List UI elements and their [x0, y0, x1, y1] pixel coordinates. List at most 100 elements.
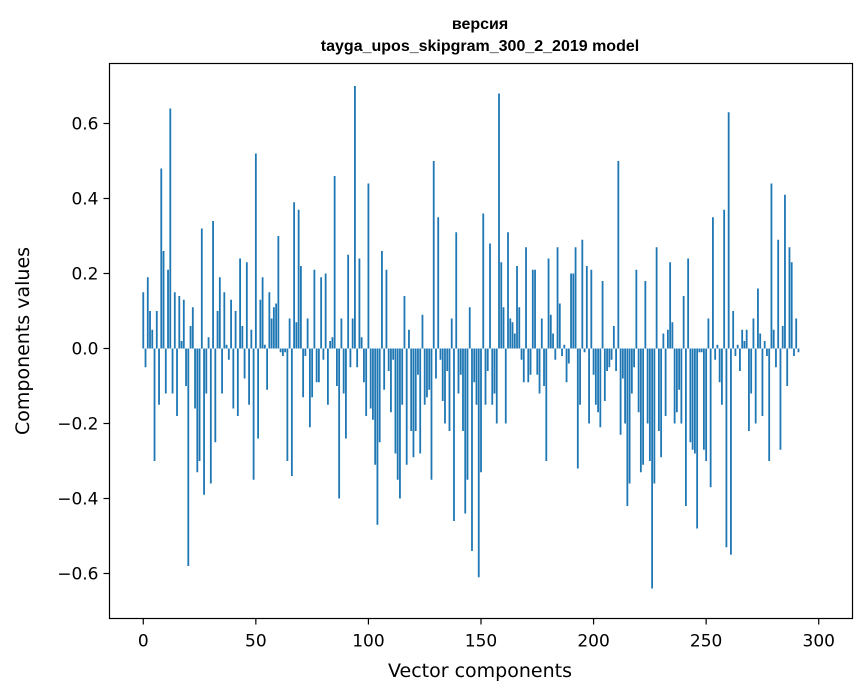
bar-206 — [606, 348, 608, 371]
bar-162 — [507, 232, 509, 349]
bar-52 — [259, 299, 262, 349]
bar-116 — [403, 296, 406, 349]
bar-232 — [664, 348, 667, 416]
bar-265 — [739, 348, 741, 371]
bar-149 — [477, 348, 480, 578]
bar-165 — [513, 333, 516, 349]
bar-251 — [707, 318, 710, 349]
bar-66 — [290, 348, 293, 476]
y-axis-label: Components values — [12, 247, 34, 435]
x-tick-label-50: 50 — [245, 632, 267, 652]
bar-7 — [158, 348, 160, 405]
bar-124 — [421, 314, 424, 349]
bar-119 — [410, 348, 413, 431]
bar-68 — [295, 322, 298, 349]
bar-151 — [482, 213, 485, 349]
bar-161 — [504, 348, 507, 424]
bar-14 — [173, 292, 176, 349]
y-tick-label-1: −0.4 — [57, 490, 98, 510]
bar-53 — [261, 277, 264, 349]
bar-154 — [489, 243, 491, 349]
bar-285 — [784, 194, 786, 349]
bar-143 — [464, 348, 467, 514]
bar-215 — [626, 348, 629, 506]
bar-2 — [146, 277, 149, 349]
bar-15 — [176, 348, 178, 416]
bar-147 — [473, 348, 476, 383]
bar-159 — [500, 262, 503, 349]
bar-283 — [779, 348, 782, 450]
bar-75 — [311, 348, 314, 398]
bar-157 — [495, 348, 498, 424]
bar-209 — [612, 326, 615, 349]
bar-217 — [630, 348, 633, 394]
bar-250 — [705, 348, 708, 461]
bar-291 — [797, 348, 800, 353]
bar-67 — [293, 202, 296, 349]
bars-group — [142, 86, 800, 589]
bar-38 — [227, 348, 230, 360]
bar-281 — [775, 348, 777, 368]
bar-47 — [248, 348, 250, 405]
bar-23 — [194, 348, 196, 409]
bar-145 — [468, 307, 471, 349]
bar-264 — [736, 344, 739, 349]
bar-70 — [299, 266, 302, 349]
bar-277 — [766, 348, 768, 356]
bar-253 — [712, 217, 714, 349]
bar-85 — [333, 176, 336, 349]
bar-272 — [754, 348, 757, 424]
bar-214 — [624, 348, 626, 424]
bar-138 — [453, 348, 455, 521]
bar-64 — [286, 348, 289, 461]
bar-231 — [662, 333, 665, 349]
bar-17 — [180, 341, 183, 349]
bar-185 — [558, 303, 561, 349]
bar-94 — [354, 86, 356, 349]
bar-10 — [164, 348, 167, 394]
bar-32 — [214, 348, 217, 443]
bar-46 — [245, 262, 248, 349]
bar-97 — [360, 337, 363, 349]
bar-243 — [689, 348, 692, 443]
bar-219 — [635, 269, 638, 349]
bar-233 — [666, 329, 669, 349]
bar-256 — [718, 348, 721, 383]
bar-63 — [284, 348, 287, 353]
bar-146 — [471, 348, 473, 551]
bar-193 — [576, 348, 579, 469]
bar-278 — [768, 348, 771, 461]
bar-197 — [585, 266, 588, 349]
bar-115 — [401, 348, 404, 405]
bar-239 — [680, 348, 683, 424]
bar-91 — [347, 254, 350, 349]
y-tick-label-5: 0.4 — [71, 190, 98, 210]
bar-230 — [660, 348, 663, 458]
bar-82 — [327, 348, 329, 405]
bar-279 — [770, 183, 773, 349]
bar-50 — [254, 153, 257, 349]
bar-28 — [205, 348, 208, 394]
bar-60 — [277, 236, 280, 349]
bar-117 — [405, 348, 408, 465]
bar-268 — [745, 329, 748, 349]
bar-176 — [538, 348, 541, 394]
bar-109 — [387, 348, 390, 371]
bar-223 — [644, 281, 647, 349]
bar-227 — [653, 348, 656, 484]
bar-30 — [209, 348, 212, 484]
bar-156 — [493, 348, 496, 394]
y-tick-label-2: −0.2 — [57, 415, 98, 435]
bar-174 — [534, 269, 536, 349]
bar-280 — [772, 329, 775, 349]
bar-171 — [527, 348, 530, 383]
bar-276 — [763, 341, 766, 349]
bar-13 — [171, 348, 174, 394]
bar-196 — [583, 348, 586, 353]
bar-31 — [212, 221, 214, 349]
bar-191 — [572, 273, 575, 349]
bar-81 — [324, 273, 327, 349]
bar-62 — [281, 348, 284, 356]
bar-255 — [716, 344, 719, 349]
bar-212 — [619, 348, 622, 435]
